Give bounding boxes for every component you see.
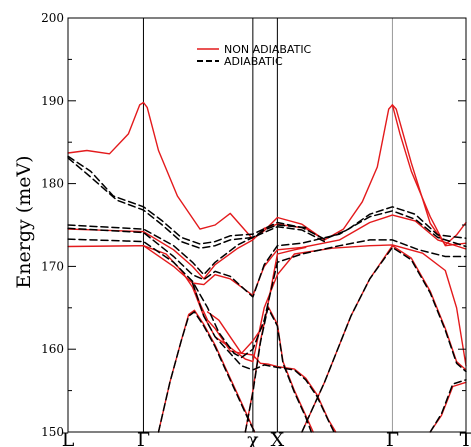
branch-1-1 (67, 157, 326, 249)
x-tick-label-0: L (62, 429, 75, 447)
branch-1-5 (191, 282, 335, 433)
series-layer (67, 101, 467, 433)
branch-0-5 (142, 244, 467, 367)
y-tick-label-3: 180 (41, 177, 64, 191)
branch-0-9 (301, 245, 467, 433)
y-tick-label-0: 150 (41, 425, 64, 439)
x-tick-label-4: Γ (386, 429, 399, 447)
branch-1-9 (429, 379, 467, 433)
branch-1-8 (301, 246, 467, 433)
y-tick-label-1: 160 (41, 342, 64, 356)
branch-1-2 (67, 224, 307, 276)
y-tick-label-5: 200 (41, 11, 64, 25)
x-tick-label-1: Γ (137, 429, 150, 447)
branch-1-3 (67, 210, 467, 298)
branch-1-6 (157, 311, 256, 433)
branch-0-10 (429, 381, 467, 433)
y-axis-title: Energy (meV) (13, 155, 35, 288)
branch-0-1 (391, 104, 467, 247)
branch-1-0 (67, 155, 467, 245)
branch-0-0 (67, 101, 467, 246)
series-adiabatic (67, 155, 467, 433)
y-tick-label-4: 190 (41, 94, 64, 108)
branch-1-4 (67, 238, 467, 359)
x-tick-label-2: χ (247, 429, 259, 447)
legend-label-1: ADIABATIC (224, 55, 283, 68)
y-tick-label-2: 170 (41, 259, 64, 273)
branch-1-7 (244, 307, 313, 433)
branch-0-6 (206, 311, 337, 433)
legend-label-0: NON ADIABATIC (224, 43, 312, 56)
series-non-adiabatic (67, 101, 467, 433)
plot-frame (67, 17, 467, 433)
x-tick-label-3: X (271, 429, 285, 447)
x-tick-label-5: T (460, 429, 471, 447)
